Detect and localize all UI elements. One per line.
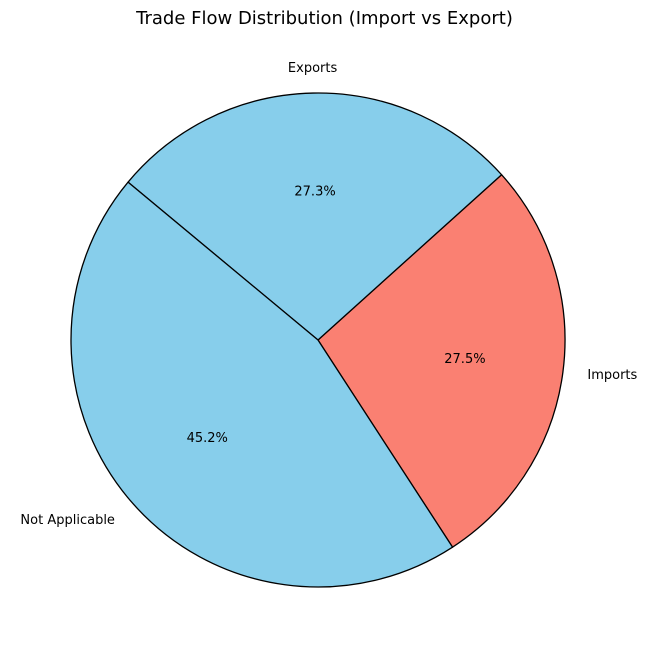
pie-slice-imports (317, 174, 566, 548)
pct-label-exports: 27.3% (294, 184, 335, 199)
pie-slice-exports (127, 92, 503, 341)
pct-label-not-applicable: 45.2% (187, 431, 228, 446)
pie-slice-not-applicable (70, 181, 454, 588)
slice-label-not-applicable: Not Applicable (20, 513, 115, 528)
slice-label-exports: Exports (288, 61, 338, 76)
chart-title: Trade Flow Distribution (Import vs Expor… (136, 8, 513, 29)
pct-label-imports: 27.5% (444, 352, 485, 367)
slice-label-imports: Imports (587, 368, 637, 383)
